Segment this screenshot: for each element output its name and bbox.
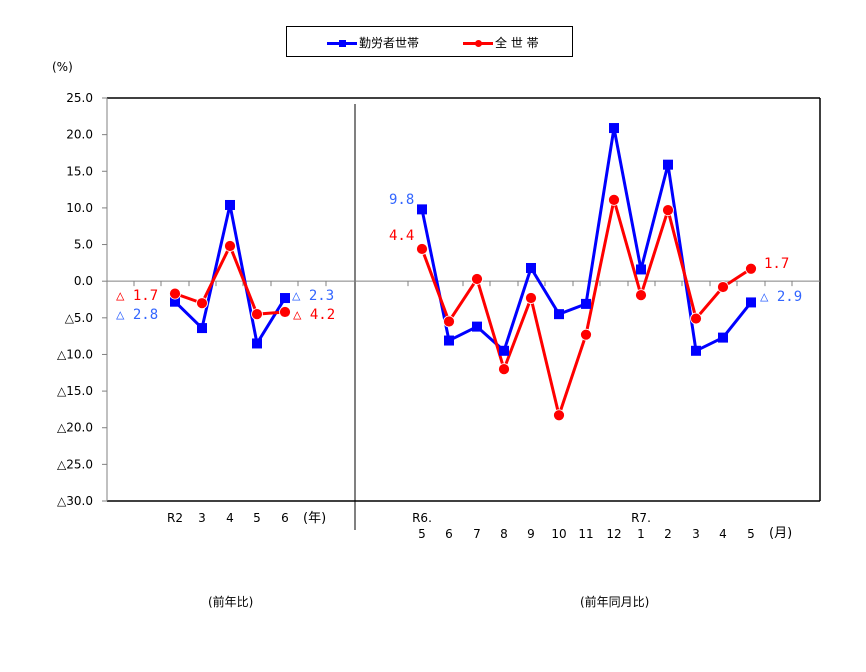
data-point-square: [499, 345, 509, 356]
data-point-circle: [553, 409, 565, 422]
data-point-circle: [580, 328, 592, 341]
data-point-circle: [251, 308, 263, 321]
data-point-square: [718, 332, 728, 343]
data-point-square: [472, 321, 482, 332]
legend-label-workers: 勤労者世帯: [359, 36, 420, 50]
x-tick-label: 3: [198, 511, 206, 525]
y-tick-label: 5.0: [74, 238, 93, 252]
y-tick-label: △15.0: [57, 384, 93, 398]
data-point-circle: [196, 297, 208, 310]
data-point-circle: [690, 312, 702, 325]
y-axis-unit: (%): [52, 60, 73, 74]
x-axis-unit: (月): [769, 526, 792, 541]
legend-label-all: 全 世 帯: [495, 36, 539, 50]
data-label: △ 2.9: [760, 289, 802, 305]
data-point-circle: [279, 306, 291, 318]
x-tick-label: 7: [473, 527, 481, 541]
x-tick-label: 6: [281, 511, 289, 525]
data-point-square: [691, 345, 701, 356]
y-tick-label: 25.0: [66, 91, 93, 105]
data-point-square: [417, 204, 427, 215]
x-tick-label: 6: [445, 527, 453, 541]
data-point-square: [197, 323, 207, 334]
y-tick-label: △10.0: [57, 347, 93, 361]
data-point-square: [554, 309, 564, 320]
data-point-square: [746, 297, 756, 308]
data-point-square: [280, 293, 290, 304]
x-tick-label: 10: [551, 527, 566, 541]
data-point-circle: [525, 292, 537, 304]
data-label: 4.4: [389, 228, 414, 244]
data-point-square: [170, 296, 180, 307]
x-tick-label: 4: [226, 511, 234, 525]
data-point-square: [225, 199, 235, 210]
x-tick-label: 12: [606, 527, 621, 541]
data-point-circle: [471, 273, 483, 285]
caption-monthly: (前年同月比): [580, 595, 650, 609]
data-point-circle: [717, 281, 729, 293]
x-tick-label: 2: [664, 527, 672, 541]
data-point-circle: [745, 262, 757, 275]
data-point-square: [636, 264, 646, 275]
x-tick-label: 3: [692, 527, 700, 541]
data-label: △ 2.3: [292, 288, 334, 304]
y-tick-label: 0.0: [74, 274, 93, 288]
x-tick-label-era: R6.: [412, 511, 432, 525]
x-tick-label: 5: [418, 527, 426, 541]
data-label: 1.7: [764, 256, 789, 272]
data-label: 9.8: [389, 192, 414, 208]
x-tick-label: 5: [747, 527, 755, 541]
series-line-all: [174, 242, 286, 316]
x-tick-label: R2: [167, 511, 183, 525]
y-tick-label: △30.0: [57, 494, 93, 508]
data-point-square: [526, 262, 536, 273]
chart-legend: 勤労者世帯 全 世 帯: [286, 26, 573, 57]
x-tick-label: 4: [719, 527, 727, 541]
data-label: △ 2.8: [116, 307, 158, 323]
data-point-square: [609, 123, 619, 134]
legend-circle-marker-icon: [463, 37, 493, 49]
x-tick-label: 11: [578, 527, 593, 541]
x-tick-label: 9: [527, 527, 535, 541]
data-label: △ 1.7: [116, 288, 158, 304]
y-tick-label: 15.0: [66, 164, 93, 178]
data-label: △ 4.2: [293, 307, 335, 323]
data-point-square: [444, 335, 454, 346]
legend-item-all: 全 世 帯: [463, 34, 539, 51]
data-point-circle: [169, 287, 181, 300]
data-point-circle: [443, 315, 455, 328]
x-tick-label: 8: [500, 527, 508, 541]
legend-square-marker-icon: [327, 37, 357, 49]
x-tick-label: 5: [253, 511, 261, 525]
y-tick-label: △20.0: [57, 421, 93, 435]
caption-annual: (前年比): [208, 595, 254, 609]
data-point-square: [663, 159, 673, 170]
y-tick-label: 10.0: [66, 201, 93, 215]
data-point-circle: [416, 243, 428, 255]
y-tick-label: △5.0: [65, 311, 93, 325]
data-point-circle: [224, 240, 236, 252]
x-tick-label-era: R7.: [631, 511, 651, 525]
data-point-circle: [498, 363, 510, 376]
x-tick-label: 1: [637, 527, 645, 541]
y-tick-label: △25.0: [57, 457, 93, 471]
legend-item-workers: 勤労者世帯: [327, 34, 419, 51]
y-tick-label: 20.0: [66, 128, 93, 142]
data-point-square: [581, 298, 591, 309]
x-axis-unit: (年): [303, 511, 326, 526]
data-point-circle: [635, 289, 647, 302]
data-point-circle: [608, 193, 620, 206]
data-point-circle: [662, 204, 674, 217]
series-line-workers: [173, 204, 287, 348]
data-point-square: [252, 338, 262, 349]
